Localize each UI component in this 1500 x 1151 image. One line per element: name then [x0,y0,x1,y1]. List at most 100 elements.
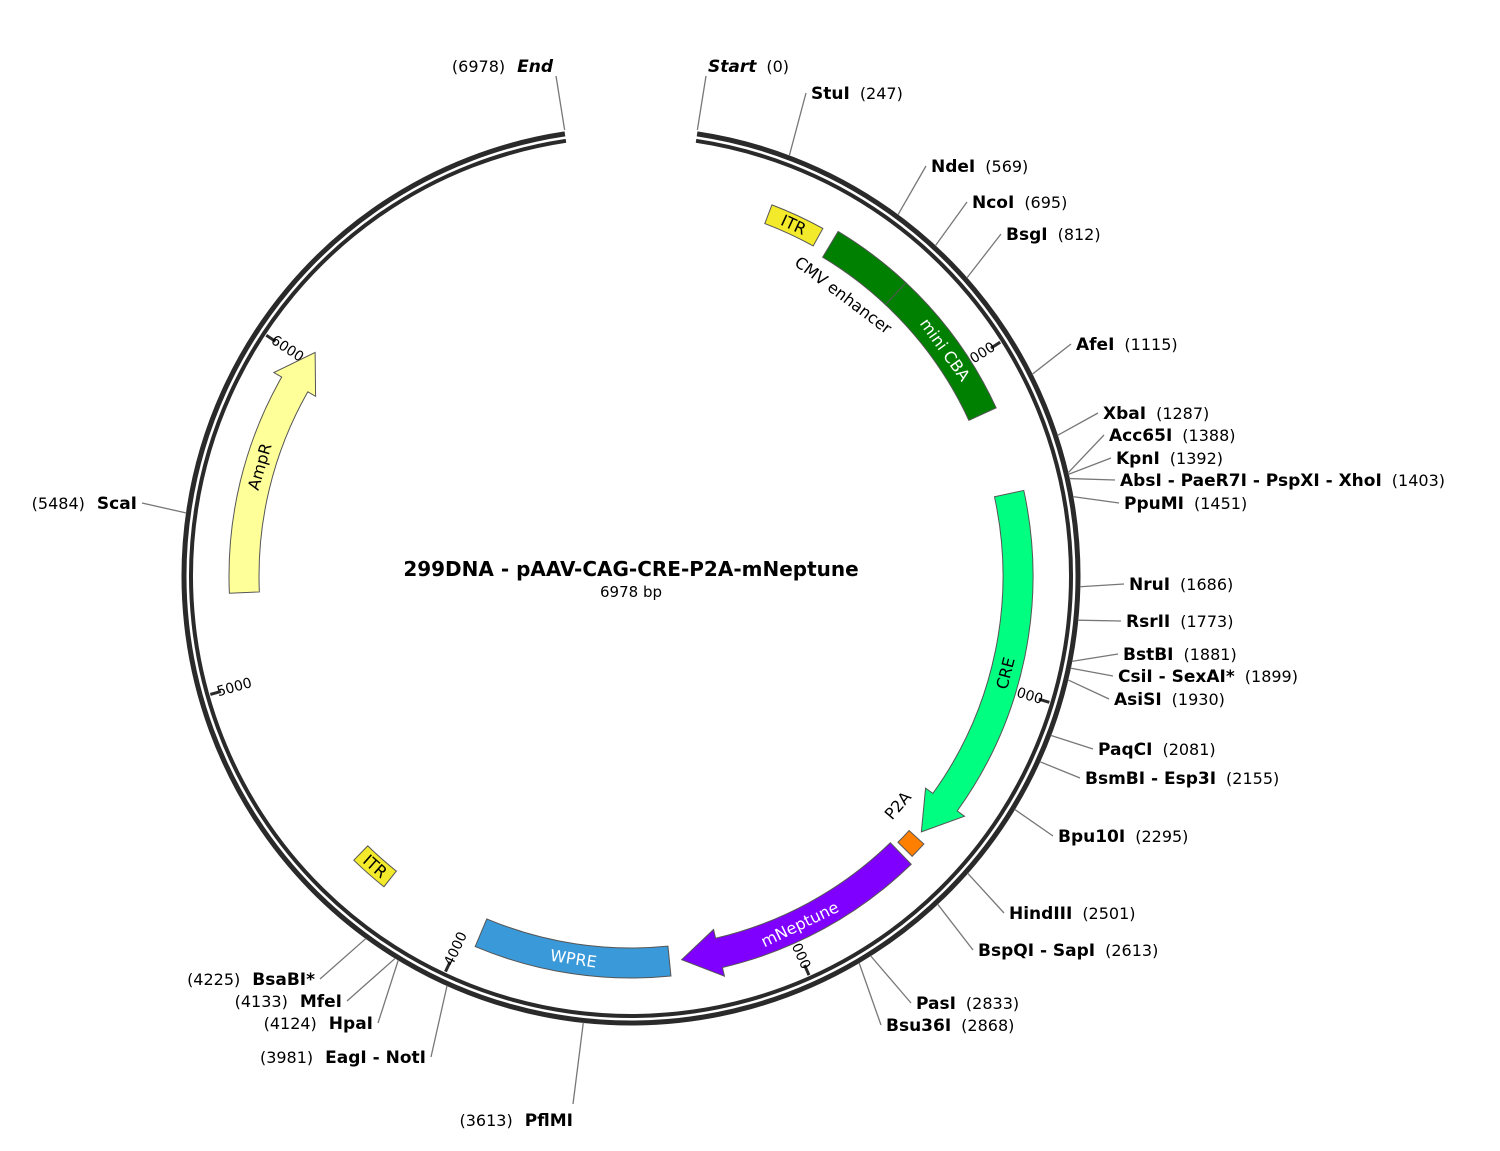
site-label: (3613) PflMI [459,1111,573,1131]
backbone-inner-strand [189,138,1073,1018]
site-position: (1686) [1180,575,1233,594]
site-leader-line [870,955,912,1004]
site-name: NdeI [931,157,975,177]
site-label: PaqCI (2081) [1098,740,1216,760]
site-name: Acc65I [1109,426,1172,446]
restriction-site: (4133) MfeI [235,957,396,1012]
restriction-site: (3981) EagI - NotI [260,985,448,1068]
site-position: (1115) [1124,335,1177,354]
site-position: (1773) [1180,612,1233,631]
site-name: NruI [1129,575,1170,595]
feature-itr [764,204,824,247]
site-label: PpuMI (1451) [1124,494,1247,514]
restriction-site: AbsI - PaeR7I - PspXI - XhoI (1403) [1069,471,1445,491]
site-label: RsrII (1773) [1126,612,1233,632]
start-leader-line [696,75,707,131]
site-label: AbsI - PaeR7I - PspXI - XhoI (1403) [1120,471,1445,491]
site-position: (1388) [1182,426,1235,445]
site-label: HindIII (2501) [1009,904,1136,924]
restriction-site: Bpu10I (2295) [1014,808,1188,847]
restriction-site: BsgI (812) [966,225,1101,279]
site-label: Acc65I (1388) [1109,426,1236,446]
feature-p2a [897,829,925,858]
site-leader-line [346,957,396,1002]
end-name: End [517,57,554,77]
site-leader-line [1050,734,1094,750]
site-leader-line [1067,679,1110,700]
site-position: (2155) [1226,769,1279,788]
site-name: PpuMI [1124,494,1184,514]
site-name: AfeI [1076,335,1114,355]
site-position: (2295) [1135,827,1188,846]
restriction-site: (3613) PflMI [459,1022,584,1131]
site-position: (695) [1024,193,1067,212]
site-position: (5484) [32,494,85,513]
site-name: NcoI [972,193,1014,213]
site-leader-line [319,937,367,980]
site-name: HpaI [329,1014,373,1034]
site-leader-line [430,985,448,1058]
site-leader-line [1069,477,1116,481]
site-name: EagI - NotI [325,1048,426,1068]
feature-mneptune-arrow [680,842,912,978]
site-leader-line [572,1022,584,1105]
restriction-site: PpuMI (1451) [1072,494,1247,514]
site-position: (2868) [961,1016,1014,1035]
site-position: (2501) [1082,904,1135,923]
site-name: BsmBI - Esp3I [1085,769,1216,789]
site-position: (1392) [1170,449,1223,468]
site-name: AbsI - PaeR7I - PspXI - XhoI [1120,471,1382,491]
site-label: Bsu36I (2868) [886,1016,1014,1036]
site-label: (4225) BsaBI* [187,970,315,990]
site-name: CsiI - SexAI* [1118,667,1235,687]
site-name: PasI [916,994,956,1014]
site-position: (2081) [1162,740,1215,759]
site-leader-line [934,201,968,247]
site-name: KpnI [1116,449,1160,469]
restriction-site: PaqCI (2081) [1050,734,1216,760]
plasmid-length: 6978 bp [600,583,662,601]
restriction-sites: StuI (247) NdeI (569) NcoI (695) BsgI (812) AfeI… [32,84,1445,1131]
restriction-site: XbaI (1287) [1057,404,1209,437]
site-position: (1287) [1156,404,1209,423]
restriction-site: BstBI (1881) [1071,645,1237,665]
site-position: (1451) [1194,494,1247,513]
site-label: BstBI (1881) [1123,645,1237,665]
site-label: NcoI (695) [972,193,1067,213]
site-name: BspQI - SapI [978,941,1095,961]
restriction-site: StuI (247) [788,84,903,156]
restriction-site: BsmBI - Esp3I (2155) [1039,761,1279,789]
site-name: ScaI [97,494,137,514]
site-name: BstBI [1123,645,1174,665]
site-leader-line [377,959,399,1024]
site-name: BsgI [1006,225,1048,245]
site-leader-line [1068,457,1112,476]
site-leader-line [141,502,187,514]
site-position: (569) [985,157,1028,176]
site-name: StuI [811,84,850,104]
site-position: (1899) [1245,667,1298,686]
site-name: BsaBI* [252,970,315,990]
site-label: BspQI - SapI (2613) [978,941,1158,961]
tick-mark [1038,697,1050,704]
restriction-site: PasI (2833) [870,955,1019,1014]
site-position: (1403) [1392,471,1445,490]
site-label: CsiI - SexAI* (1899) [1118,667,1298,687]
feature-mini-cba [884,282,997,422]
site-leader-line [788,92,807,156]
tick-label: 5000 [215,675,254,700]
site-label: (4133) MfeI [235,992,342,1012]
restriction-site: NruI (1686) [1079,575,1233,595]
site-label: KpnI (1392) [1116,449,1223,469]
site-leader-line [937,903,974,951]
site-label: BsmBI - Esp3I (2155) [1085,769,1279,789]
restriction-site: RsrII (1773) [1077,612,1233,632]
restriction-site: HindIII (2501) [967,872,1136,924]
site-label: PasI (2833) [916,994,1019,1014]
restriction-site: NcoI (695) [934,193,1067,247]
site-leader-line [1057,412,1099,437]
site-position: (3981) [260,1048,313,1067]
restriction-site: CsiI - SexAI* (1899) [1070,667,1298,687]
restriction-site: (4225) BsaBI* [187,937,367,990]
